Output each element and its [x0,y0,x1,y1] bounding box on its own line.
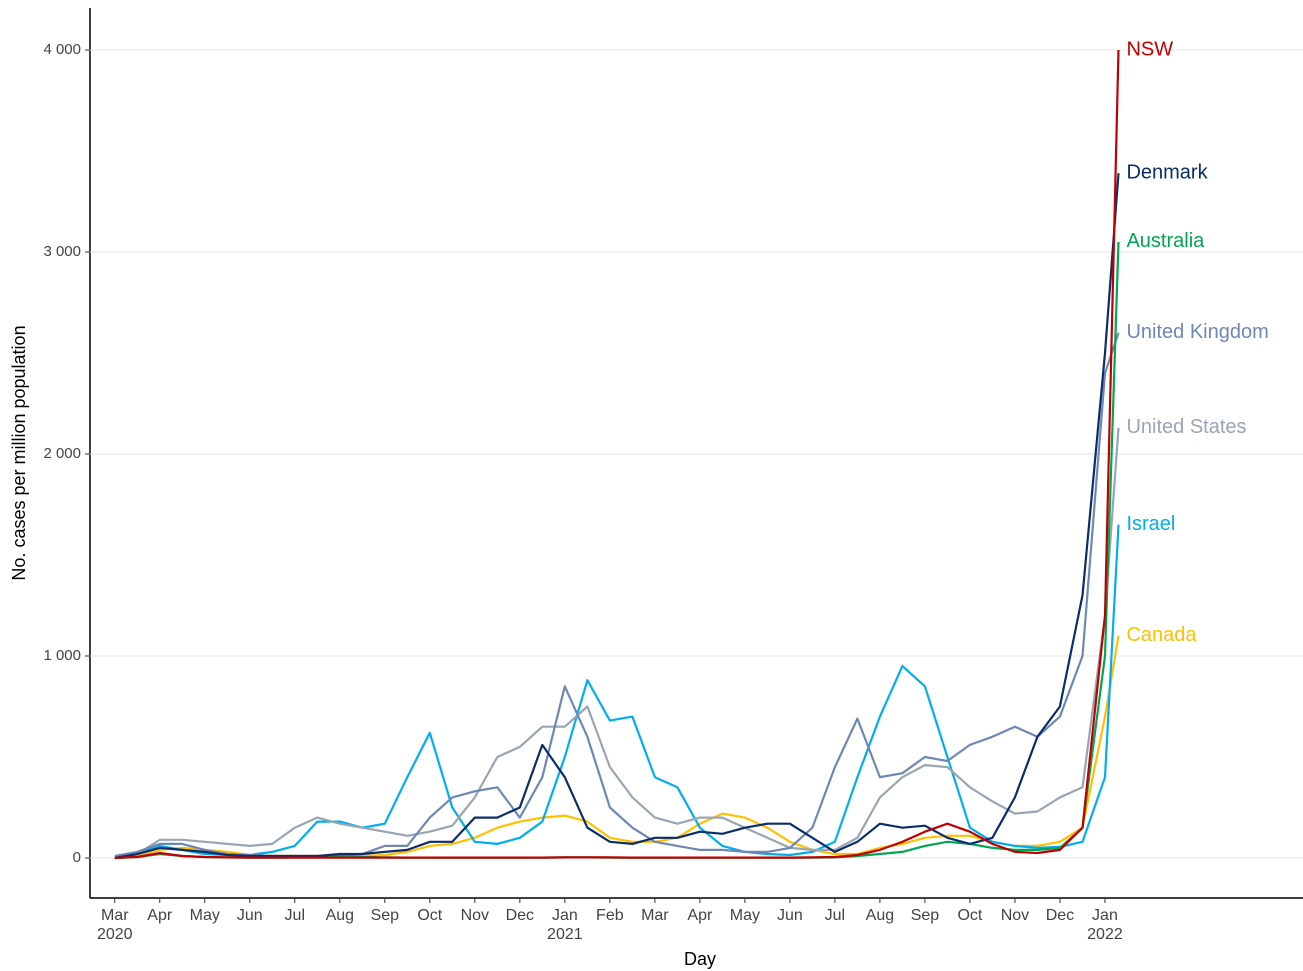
series-line [114,49,1120,860]
x-tick-label: Oct [417,907,443,924]
x-tick-label: Aug [865,907,895,924]
x-tick-label: Oct [957,907,983,924]
x-tick-label: Aug [325,907,355,924]
x-tick-label: Jun [236,907,263,924]
x-axis-title: Day [684,949,716,969]
x-tick-label: Apr [147,907,173,924]
x-tick-label: May [189,907,220,924]
series-label: Canada [1126,624,1197,646]
x-tick-label: Feb [596,907,624,924]
x-tick-label: Apr [687,907,713,924]
x-tick-label: Jan 2021 [547,907,583,943]
x-tick-label: Nov [460,907,490,924]
series-label: Israel [1126,513,1175,535]
y-tick-label: 3 000 [43,243,81,260]
series-line [114,524,1120,860]
x-tick-label: Dec [1045,907,1075,924]
x-tick-label: Sep [370,907,400,924]
series-label: NSW [1126,38,1173,60]
x-tick-label: Jul [284,907,305,924]
x-tick-label: Sep [910,907,940,924]
x-tick-label: Jul [824,907,846,924]
series-label: Denmark [1126,162,1208,184]
series-line [114,241,1120,860]
y-tick-label: 0 [73,849,81,866]
y-tick-label: 2 000 [43,445,81,462]
x-tick-label: Mar [641,907,669,924]
series-label: Australia [1126,230,1205,252]
x-tick-label: May [729,907,760,924]
series-line [114,427,1120,860]
x-tick-label: Jun [776,907,803,924]
y-axis-title: No. cases per million population [9,325,29,580]
series-line [114,173,1120,860]
x-tick-label: Mar 2020 [96,907,133,943]
y-tick-label: 4 000 [43,41,81,58]
x-tick-label: Dec [505,907,535,924]
series-label: United Kingdom [1126,321,1268,343]
x-tick-label: Jan 2022 [1087,907,1123,943]
x-tick-label: Nov [1000,907,1030,924]
y-tick-label: 1 000 [43,647,81,664]
series-label: United States [1126,416,1246,438]
